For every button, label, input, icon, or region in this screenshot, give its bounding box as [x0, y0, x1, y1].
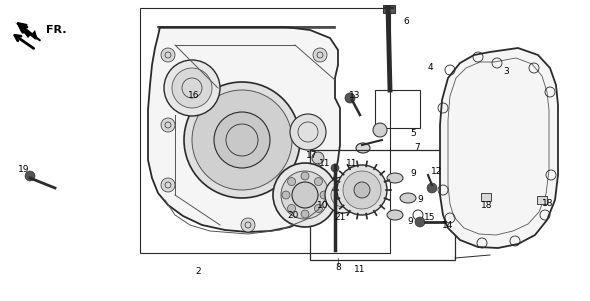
Text: 13: 13 [349, 91, 360, 100]
Text: 21: 21 [335, 213, 346, 222]
Circle shape [184, 82, 300, 198]
Text: 8: 8 [335, 263, 341, 272]
Circle shape [345, 93, 355, 103]
Polygon shape [440, 48, 558, 248]
Bar [537, 196, 547, 204]
Text: 4: 4 [427, 64, 433, 73]
Circle shape [314, 178, 323, 185]
Circle shape [161, 178, 175, 192]
Circle shape [325, 177, 361, 213]
Circle shape [164, 60, 220, 116]
Ellipse shape [387, 210, 403, 220]
Polygon shape [15, 22, 38, 40]
Circle shape [331, 183, 355, 207]
Text: 11: 11 [354, 265, 366, 275]
Text: 6: 6 [403, 17, 409, 26]
Circle shape [314, 204, 323, 213]
Circle shape [161, 48, 175, 62]
Bar [310, 150, 455, 260]
Text: 9: 9 [407, 218, 413, 226]
Circle shape [172, 68, 212, 108]
Circle shape [241, 218, 255, 232]
Ellipse shape [387, 173, 403, 183]
Circle shape [320, 191, 328, 199]
Ellipse shape [400, 193, 416, 203]
Text: 11: 11 [319, 160, 331, 169]
Bar [140, 8, 390, 253]
Text: 17: 17 [306, 151, 318, 160]
Circle shape [312, 152, 324, 164]
Circle shape [161, 118, 175, 132]
Text: 9: 9 [410, 169, 416, 178]
Text: 12: 12 [431, 167, 442, 176]
Text: FR.: FR. [46, 25, 67, 35]
Circle shape [301, 172, 309, 180]
Circle shape [331, 164, 339, 172]
Circle shape [427, 183, 437, 193]
Text: 20: 20 [287, 210, 299, 219]
Circle shape [343, 171, 381, 209]
Text: 14: 14 [442, 222, 454, 231]
Text: 7: 7 [414, 144, 420, 153]
Bar [375, 90, 420, 128]
Text: 15: 15 [424, 213, 436, 222]
Circle shape [192, 90, 292, 190]
Polygon shape [148, 27, 340, 232]
Text: 5: 5 [410, 129, 416, 138]
Circle shape [373, 123, 387, 137]
Text: 10: 10 [317, 200, 329, 209]
Circle shape [290, 114, 326, 150]
Circle shape [313, 48, 327, 62]
Circle shape [273, 163, 337, 227]
Text: 18: 18 [481, 200, 493, 209]
Text: 16: 16 [188, 92, 200, 101]
Text: 19: 19 [18, 166, 30, 175]
Circle shape [415, 217, 425, 227]
Text: 3: 3 [503, 67, 509, 76]
Circle shape [282, 191, 290, 199]
Circle shape [337, 165, 387, 215]
Text: 9: 9 [417, 196, 423, 204]
Ellipse shape [356, 143, 370, 153]
Circle shape [25, 171, 35, 181]
Bar [383, 5, 395, 13]
Text: 11: 11 [346, 160, 358, 169]
Text: 18: 18 [542, 200, 554, 209]
Text: 2: 2 [195, 268, 201, 277]
Circle shape [354, 182, 370, 198]
Circle shape [287, 178, 296, 185]
Bar [481, 193, 491, 201]
Circle shape [303, 178, 317, 192]
Circle shape [214, 112, 270, 168]
Circle shape [301, 210, 309, 218]
Circle shape [287, 204, 296, 213]
Circle shape [292, 182, 318, 208]
Circle shape [281, 171, 329, 219]
